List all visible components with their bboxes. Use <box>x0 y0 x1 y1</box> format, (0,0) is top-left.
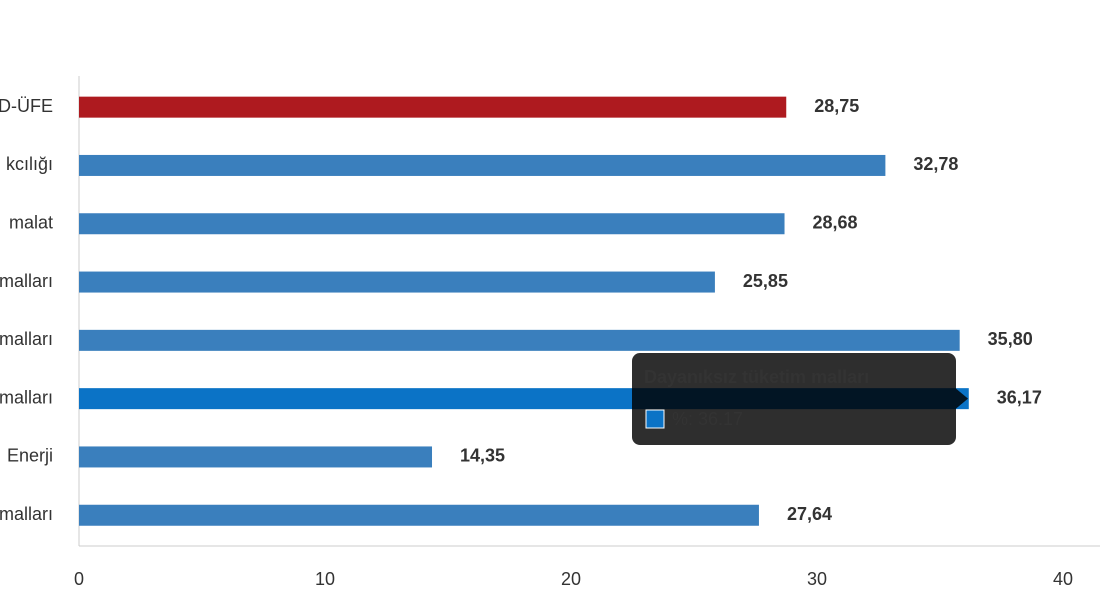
category-label: malları <box>0 329 53 349</box>
bar <box>79 329 960 351</box>
value-label: 28,68 <box>813 213 858 233</box>
category-label: Enerji <box>7 446 53 466</box>
x-tick-label: 20 <box>561 569 581 589</box>
tooltip-swatch <box>645 409 665 429</box>
bar <box>79 96 787 118</box>
tooltip-text: %: 36.17 <box>672 409 743 429</box>
x-tick-label: 10 <box>315 569 335 589</box>
x-tick-label: 30 <box>807 569 827 589</box>
tooltip-title: Dayanıksız tüketim malları <box>644 367 869 387</box>
bar <box>79 154 886 176</box>
category-label: malları <box>0 504 53 524</box>
value-label: 36,17 <box>997 387 1042 407</box>
bar <box>79 504 759 526</box>
category-label: malları <box>0 271 53 291</box>
value-label: 35,80 <box>988 329 1033 349</box>
x-tick-label: 0 <box>74 569 84 589</box>
tooltip: Dayanıksız tüketim malları %: 36.17 <box>632 353 968 445</box>
value-label: 32,78 <box>913 154 958 174</box>
value-label: 27,64 <box>787 504 832 524</box>
category-label: kcılığı <box>6 154 53 174</box>
value-label: 14,35 <box>460 446 505 466</box>
category-label: D-ÜFE <box>0 96 53 116</box>
tooltip-arrow <box>956 388 968 409</box>
x-tick-label: 40 <box>1053 569 1073 589</box>
value-label: 28,75 <box>814 96 859 116</box>
bar <box>79 213 785 235</box>
category-label: malları <box>0 387 53 407</box>
value-label: 25,85 <box>743 271 788 291</box>
category-label: malat <box>9 213 53 233</box>
bar <box>79 446 433 468</box>
bar <box>79 271 715 293</box>
tooltip-box <box>632 353 956 445</box>
